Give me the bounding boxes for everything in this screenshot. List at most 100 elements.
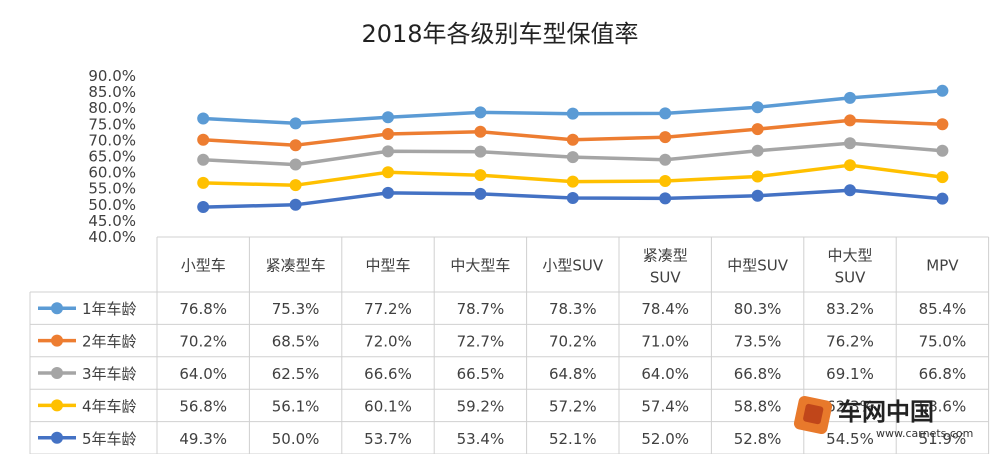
data-label: 64.0% xyxy=(179,365,227,383)
y-tick-label: 65.0% xyxy=(88,148,136,166)
data-point xyxy=(474,125,487,138)
category-label: 小型SUV xyxy=(542,257,604,275)
data-point xyxy=(844,91,856,104)
data-label: 85.4% xyxy=(919,300,967,318)
data-label: 76.2% xyxy=(826,333,874,351)
data-point xyxy=(289,117,302,130)
data-label: 73.5% xyxy=(734,333,782,351)
data-label: 76.8% xyxy=(179,300,227,318)
data-point xyxy=(936,192,949,205)
legend-item: 4年车龄 xyxy=(38,397,137,415)
data-label: 66.6% xyxy=(364,365,412,383)
series-4 xyxy=(197,159,949,192)
y-tick-label: 45.0% xyxy=(88,212,136,230)
data-label: 58.8% xyxy=(734,397,782,415)
legend-label: 1年车龄 xyxy=(82,300,137,318)
data-point xyxy=(751,170,764,183)
data-label: 69.1% xyxy=(826,365,874,383)
data-label: 53.7% xyxy=(364,430,412,448)
data-point xyxy=(936,144,949,157)
data-label: 75.3% xyxy=(272,300,320,318)
data-point xyxy=(844,184,856,197)
data-point xyxy=(659,107,672,120)
data-point xyxy=(474,169,487,182)
data-label: 78.4% xyxy=(641,300,689,318)
data-label: 66.5% xyxy=(457,365,505,383)
data-point xyxy=(659,153,672,166)
data-point xyxy=(197,153,210,166)
category-label: 紧凑型 SUV xyxy=(643,247,688,287)
series-1 xyxy=(197,84,949,130)
category-label: 中型SUV xyxy=(727,257,789,275)
data-point xyxy=(382,127,394,140)
y-tick-label: 60.0% xyxy=(88,164,136,182)
data-label: 62.5% xyxy=(272,365,320,383)
data-label: 49.3% xyxy=(179,430,227,448)
data-label: 80.3% xyxy=(734,300,782,318)
data-label: 66.8% xyxy=(734,365,782,383)
y-tick-label: 90.0% xyxy=(88,67,136,85)
data-point xyxy=(382,145,394,158)
data-label: 66.8% xyxy=(919,365,967,383)
y-tick-label: 55.0% xyxy=(88,180,136,198)
data-label: 70.2% xyxy=(549,333,597,351)
data-point xyxy=(566,192,579,205)
data-point xyxy=(751,189,764,202)
data-point xyxy=(751,101,764,114)
series-3 xyxy=(197,137,949,171)
data-label: 57.2% xyxy=(549,397,597,415)
data-point xyxy=(566,133,579,146)
data-point xyxy=(659,131,672,144)
data-point xyxy=(289,139,302,152)
data-label: 52.1% xyxy=(549,430,597,448)
legend-label: 2年车龄 xyxy=(82,333,137,351)
data-point xyxy=(936,171,949,184)
data-point xyxy=(289,158,302,171)
data-label: 56.8% xyxy=(179,397,227,415)
data-label: 78.3% xyxy=(549,300,597,318)
data-point xyxy=(566,175,579,188)
y-tick-label: 40.0% xyxy=(88,228,136,246)
data-point xyxy=(659,192,672,205)
data-point xyxy=(566,107,579,120)
data-label: 57.4% xyxy=(641,397,689,415)
data-label: 50.0% xyxy=(272,430,320,448)
data-point xyxy=(197,112,210,125)
data-point xyxy=(197,176,210,189)
category-label: 中大型 SUV xyxy=(827,247,872,287)
data-point xyxy=(566,151,579,164)
category-label: 中大型车 xyxy=(450,257,510,275)
data-point xyxy=(936,118,949,131)
y-tick-label: 75.0% xyxy=(88,115,136,133)
watermark-logo-icon xyxy=(793,395,833,435)
category-label: 中型车 xyxy=(365,257,410,275)
data-point xyxy=(751,123,764,136)
data-point xyxy=(936,84,949,97)
data-point xyxy=(382,186,394,199)
data-label: 64.8% xyxy=(549,365,597,383)
data-point xyxy=(382,166,394,179)
data-label: 64.0% xyxy=(641,365,689,383)
data-point xyxy=(289,198,302,211)
data-point xyxy=(474,106,487,119)
data-label: 70.2% xyxy=(179,333,227,351)
series-lines xyxy=(197,84,949,214)
data-label: 53.4% xyxy=(457,430,505,448)
data-label: 52.0% xyxy=(641,430,689,448)
data-point xyxy=(289,179,302,192)
data-label: 72.7% xyxy=(457,333,505,351)
data-point xyxy=(197,201,210,214)
chart-title: 2018年各级别车型保值率 xyxy=(361,20,638,48)
legend-label: 3年车龄 xyxy=(82,365,137,383)
data-point xyxy=(844,114,856,127)
data-label: 78.7% xyxy=(457,300,505,318)
data-label: 83.2% xyxy=(826,300,874,318)
legend-marker-icon xyxy=(51,431,63,444)
data-label: 68.5% xyxy=(272,333,320,351)
y-tick-label: 80.0% xyxy=(88,99,136,117)
data-point xyxy=(382,111,394,124)
legend-item: 5年车龄 xyxy=(38,430,137,448)
data-point xyxy=(474,145,487,158)
category-label: MPV xyxy=(926,257,959,275)
y-tick-label: 50.0% xyxy=(88,196,136,214)
